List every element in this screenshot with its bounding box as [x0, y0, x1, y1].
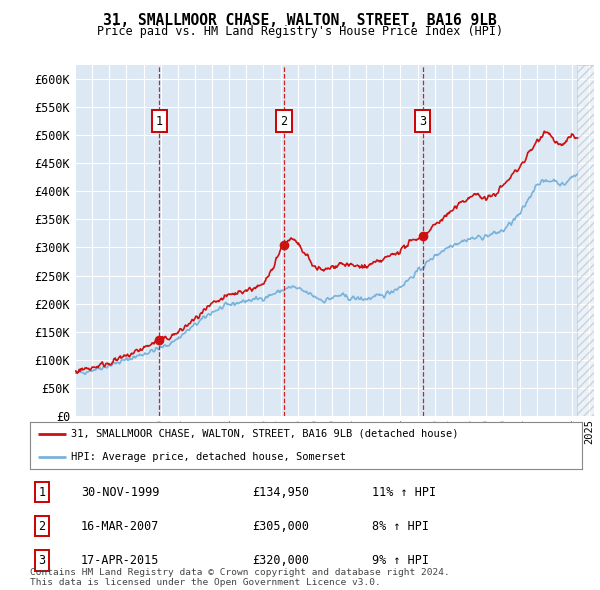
- Text: 2: 2: [38, 520, 46, 533]
- Text: 8% ↑ HPI: 8% ↑ HPI: [372, 520, 429, 533]
- Text: 9% ↑ HPI: 9% ↑ HPI: [372, 554, 429, 567]
- Text: 11% ↑ HPI: 11% ↑ HPI: [372, 486, 436, 499]
- Text: 1: 1: [156, 114, 163, 127]
- Text: Price paid vs. HM Land Registry's House Price Index (HPI): Price paid vs. HM Land Registry's House …: [97, 25, 503, 38]
- Text: 31, SMALLMOOR CHASE, WALTON, STREET, BA16 9LB: 31, SMALLMOOR CHASE, WALTON, STREET, BA1…: [103, 13, 497, 28]
- Text: 17-APR-2015: 17-APR-2015: [81, 554, 160, 567]
- Bar: [577, 65, 600, 416]
- Text: 1: 1: [38, 486, 46, 499]
- Text: 3: 3: [419, 114, 426, 127]
- Text: £305,000: £305,000: [252, 520, 309, 533]
- Text: HPI: Average price, detached house, Somerset: HPI: Average price, detached house, Some…: [71, 453, 346, 462]
- Text: 31, SMALLMOOR CHASE, WALTON, STREET, BA16 9LB (detached house): 31, SMALLMOOR CHASE, WALTON, STREET, BA1…: [71, 429, 459, 438]
- Text: Contains HM Land Registry data © Crown copyright and database right 2024.
This d: Contains HM Land Registry data © Crown c…: [30, 568, 450, 587]
- Text: £134,950: £134,950: [252, 486, 309, 499]
- Text: 30-NOV-1999: 30-NOV-1999: [81, 486, 160, 499]
- Text: 3: 3: [38, 554, 46, 567]
- Text: £320,000: £320,000: [252, 554, 309, 567]
- Text: 2: 2: [281, 114, 288, 127]
- Text: 16-MAR-2007: 16-MAR-2007: [81, 520, 160, 533]
